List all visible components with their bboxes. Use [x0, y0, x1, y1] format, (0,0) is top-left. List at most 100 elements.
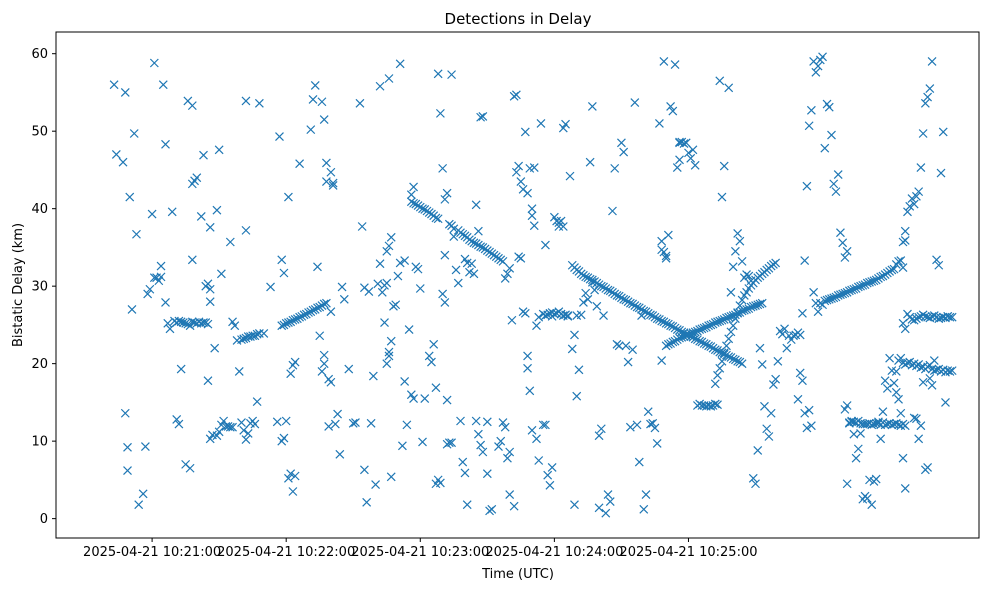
data-point-674 — [840, 253, 850, 262]
data-point-196 — [393, 271, 403, 281]
data-point-702 — [900, 421, 910, 431]
data-point-586 — [715, 76, 725, 86]
y-tick-label-5: 50 — [31, 125, 48, 140]
data-point-663 — [889, 264, 899, 274]
data-point-809 — [920, 98, 930, 108]
data-point-347 — [541, 420, 550, 430]
data-point-545 — [686, 153, 696, 163]
data-point-353 — [554, 222, 564, 231]
data-point-45 — [176, 364, 186, 374]
data-point-284 — [476, 112, 486, 122]
data-point-329 — [507, 315, 517, 325]
data-point-460 — [585, 274, 595, 284]
data-point-628 — [811, 298, 821, 308]
data-point-364 — [570, 500, 579, 510]
data-point-223 — [415, 284, 425, 293]
data-point-395 — [634, 457, 644, 467]
data-point-717 — [871, 474, 881, 484]
data-point-130 — [295, 159, 305, 169]
data-point-346 — [543, 470, 553, 480]
data-point-102 — [254, 98, 264, 108]
data-point-94 — [241, 435, 251, 445]
y-tick-label-6: 60 — [31, 47, 48, 62]
data-point-505 — [686, 332, 696, 341]
data-point-184 — [382, 359, 392, 369]
data-point-313 — [534, 312, 544, 322]
data-point-144 — [310, 81, 320, 90]
y-tick-label-0: 0 — [40, 512, 48, 527]
data-point-368 — [579, 298, 588, 307]
data-point-536 — [670, 60, 680, 69]
data-point-614 — [780, 324, 789, 334]
data-point-814 — [900, 226, 910, 236]
data-point-122 — [284, 473, 293, 483]
data-point-174 — [364, 287, 374, 297]
data-point-350 — [547, 311, 557, 321]
data-point-560 — [715, 363, 725, 373]
data-point-704 — [842, 401, 852, 410]
data-point-75 — [225, 422, 235, 432]
data-point-594 — [735, 236, 745, 246]
data-point-533 — [663, 230, 673, 240]
data-point-668 — [827, 130, 836, 140]
data-point-298 — [503, 453, 512, 463]
data-point-103 — [259, 329, 269, 338]
data-point-178 — [373, 279, 383, 289]
data-point-537 — [672, 163, 682, 173]
y-tick-label-4: 40 — [31, 202, 48, 217]
data-point-624 — [802, 423, 812, 433]
data-point-671 — [833, 170, 843, 180]
data-point-167 — [348, 418, 358, 428]
data-point-311 — [529, 221, 539, 231]
data-point-815 — [811, 67, 821, 77]
data-point-528 — [737, 359, 747, 369]
data-point-348 — [545, 480, 555, 490]
data-point-49 — [185, 463, 195, 473]
data-point-355 — [556, 216, 566, 226]
data-point-591 — [728, 262, 738, 272]
data-point-147 — [317, 366, 327, 376]
data-point-472 — [612, 291, 622, 300]
data-point-561 — [717, 356, 727, 366]
data-point-609 — [768, 380, 778, 389]
data-point-804 — [909, 199, 919, 209]
data-point-153 — [321, 177, 331, 186]
data-point-465 — [596, 281, 606, 291]
data-point-66 — [203, 376, 213, 386]
data-point-389 — [621, 341, 631, 351]
data-point-226 — [424, 351, 434, 361]
data-point-91 — [234, 366, 244, 376]
data-point-106 — [275, 132, 284, 142]
data-point-641 — [840, 288, 850, 298]
data-point-375 — [592, 301, 602, 311]
data-point-626 — [806, 421, 816, 431]
data-point-654 — [869, 276, 879, 286]
data-point-388 — [619, 147, 629, 157]
data-point-361 — [567, 344, 577, 354]
data-point-52 — [187, 255, 197, 265]
data-point-166 — [344, 364, 354, 374]
data-point-511 — [699, 339, 709, 348]
data-point-360 — [565, 171, 575, 181]
data-point-484 — [639, 306, 649, 316]
data-point-164 — [337, 282, 347, 292]
data-point-401 — [648, 418, 658, 428]
data-point-326 — [500, 273, 510, 283]
data-point-547 — [690, 160, 700, 170]
data-point-811 — [925, 84, 935, 93]
data-point-794 — [941, 397, 950, 407]
data-point-625 — [804, 405, 814, 415]
data-point-17 — [149, 58, 159, 68]
data-point-286 — [471, 416, 481, 426]
data-point-123 — [286, 469, 296, 479]
data-point-391 — [625, 422, 635, 432]
data-point-598 — [744, 271, 754, 281]
data-point-234 — [435, 108, 445, 118]
x-tick-label-4: 2025-04-21 10:25:00 — [619, 545, 757, 560]
data-point-458 — [581, 272, 591, 282]
data-point-155 — [328, 178, 338, 188]
data-point-710 — [856, 428, 865, 438]
data-point-193 — [386, 336, 396, 346]
data-point-723 — [885, 353, 895, 363]
data-point-607 — [764, 432, 774, 441]
